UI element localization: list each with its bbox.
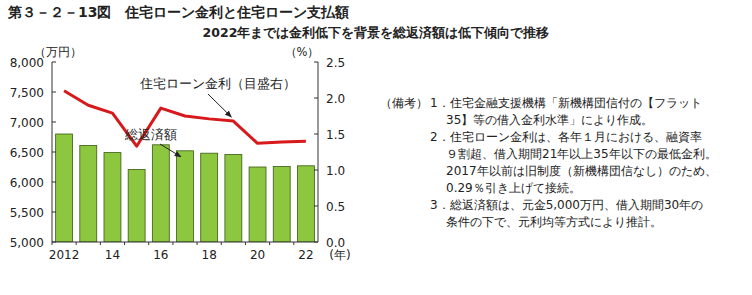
plot-area xyxy=(56,91,315,242)
y-tick xyxy=(52,152,56,153)
y-tick xyxy=(52,92,56,93)
x-tick xyxy=(52,242,53,245)
note-line: 3．総返済額は、元金5,000万円、借入期間30年の xyxy=(430,198,703,212)
x-tick xyxy=(124,242,125,245)
x-tick xyxy=(100,242,101,245)
y-tick-label: 6,000 xyxy=(10,176,44,190)
chart: 第３－２－13図 住宅ローン金利と住宅ローン支払額 2022年までは金利低下を背景… xyxy=(0,0,752,295)
title: 第３－２－13図 住宅ローン金利と住宅ローン支払額 xyxy=(7,4,349,20)
note-line: 1．住宅金融支援機構「新機構団信付の【フラット xyxy=(430,96,702,110)
y2-tick-label: 1.5 xyxy=(326,128,345,142)
y2-tick xyxy=(314,242,318,243)
x-tick-label: 14 xyxy=(105,248,120,262)
x-tick xyxy=(172,242,173,245)
note-line: 2．住宅ローン金利は、各年１月における、融資率 xyxy=(430,130,702,144)
x-tick xyxy=(76,242,77,245)
y2-unit: （%） xyxy=(285,45,320,59)
series-label: 総返済額 xyxy=(124,127,177,142)
note-line: 35】等の借入金利水準」により作成。 xyxy=(446,113,653,127)
bar xyxy=(273,166,290,242)
label-arrow xyxy=(208,94,231,117)
bar xyxy=(152,145,169,242)
x-axis xyxy=(52,242,318,243)
bar xyxy=(104,153,121,242)
y-tick xyxy=(52,122,56,123)
note-line: 条件の下で、元利均等方式により推計。 xyxy=(446,215,662,229)
notes-label: （備考） xyxy=(380,96,428,110)
y-tick xyxy=(52,242,56,243)
y2-tick xyxy=(314,98,318,99)
y2-tick xyxy=(314,206,318,207)
y2-tick-label: 2.5 xyxy=(326,56,345,70)
note-line: 0.29％引き上げて接続。 xyxy=(446,181,581,195)
note-line: 2017年以前は旧制度（新機構団信なし）のため、 xyxy=(446,164,717,178)
y2-tick-label: 1.0 xyxy=(326,164,345,178)
bar xyxy=(56,134,73,242)
x-tick-label: 16 xyxy=(153,248,168,262)
y2-tick xyxy=(314,62,318,63)
x-tick xyxy=(197,242,198,245)
y-tick-label: 6,500 xyxy=(10,146,44,160)
x-tick xyxy=(221,242,222,245)
x-tick-label: 2012 xyxy=(49,248,80,262)
y2-axis xyxy=(318,62,319,242)
bar xyxy=(201,153,218,242)
x-tick-label: 18 xyxy=(202,248,217,262)
note-line: ９割超、借入期間21年以上35年以下の最低金利。 xyxy=(446,147,717,161)
bar xyxy=(177,151,194,242)
y-tick xyxy=(52,212,56,213)
y-tick-label: 7,000 xyxy=(10,116,44,130)
line xyxy=(64,91,306,146)
bar xyxy=(297,166,314,242)
x-tick xyxy=(148,242,149,245)
bar xyxy=(249,167,266,242)
x-tick-label: 20 xyxy=(250,248,265,262)
y2-tick xyxy=(314,134,318,135)
bar xyxy=(225,154,242,242)
y-tick-label: 5,000 xyxy=(10,236,44,250)
series-label: 住宅ローン金利（目盛右） xyxy=(139,76,296,91)
x-tick xyxy=(269,242,270,245)
y-tick-label: 7,500 xyxy=(10,86,44,100)
x-tick-label: 22 xyxy=(298,248,313,262)
y-tick xyxy=(52,62,56,63)
y-tick-label: 8,000 xyxy=(10,56,44,70)
y2-tick-label: 0.5 xyxy=(326,200,345,214)
subtitle: 2022年までは金利低下を背景を総返済額は低下傾向で推移 xyxy=(203,25,550,40)
x-tick xyxy=(293,242,294,245)
bar xyxy=(80,145,97,242)
y2-tick-label: 2.0 xyxy=(326,92,345,106)
bar xyxy=(128,169,145,242)
x-unit: (年) xyxy=(329,248,350,262)
y2-tick xyxy=(314,170,318,171)
y-tick-label: 5,500 xyxy=(10,206,44,220)
label-arrow xyxy=(160,144,181,157)
y-tick xyxy=(52,182,56,183)
x-tick xyxy=(245,242,246,245)
